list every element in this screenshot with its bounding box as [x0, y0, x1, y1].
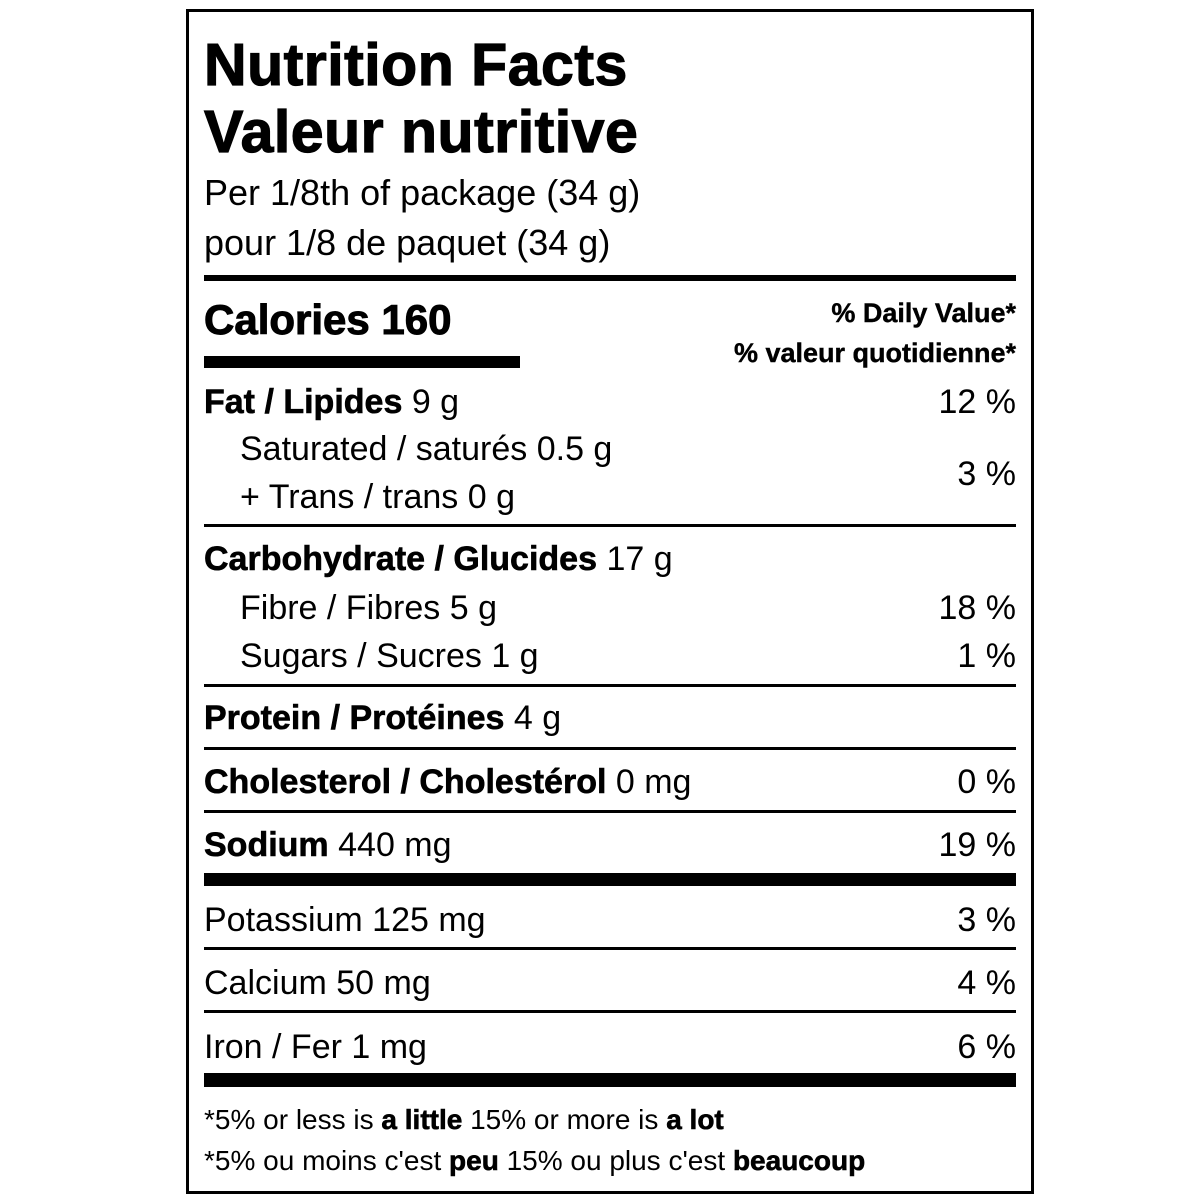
- divider: [204, 810, 1016, 813]
- protein-amount: 4 g: [513, 699, 562, 737]
- trans-row: + Trans / trans 0 g: [240, 478, 515, 516]
- potassium-row: Potassium 125 mg: [204, 901, 486, 939]
- iron-dv: 6 %: [957, 1028, 1016, 1066]
- serving-size-fr: pour 1/8 de paquet (34 g): [204, 222, 611, 263]
- fat-dv: 12 %: [938, 383, 1017, 421]
- footnote-fr: *5% ou moins c'est peu 15% ou plus c'est…: [204, 1145, 866, 1176]
- divider: [204, 947, 1016, 950]
- thick-divider: [204, 275, 1016, 281]
- cholesterol-dv: 0 %: [957, 763, 1016, 801]
- fat-amount: 9 g: [411, 383, 460, 421]
- fat-row: Fat / Lipides 9 g: [204, 383, 460, 421]
- thick-divider: [204, 1073, 1016, 1087]
- carb-label: Carbohydrate / Glucides: [204, 540, 598, 578]
- divider: [204, 747, 1016, 750]
- protein-row: Protein / Protéines 4 g: [204, 699, 562, 737]
- thick-divider: [204, 873, 1016, 886]
- footnote-en: *5% or less is a little 15% or more is a…: [204, 1104, 724, 1135]
- calories-underline: [204, 356, 520, 368]
- cholesterol-label: Cholesterol / Cholestérol: [204, 763, 607, 801]
- carb-amount: 17 g: [606, 540, 673, 578]
- divider: [204, 524, 1016, 527]
- sodium-label: Sodium: [204, 826, 329, 864]
- iron-row: Iron / Fer 1 mg: [204, 1028, 427, 1066]
- potassium-dv: 3 %: [957, 901, 1016, 939]
- divider: [204, 684, 1016, 687]
- daily-value-header-en: % Daily Value*: [831, 298, 1016, 328]
- title-fr: Valeur nutritive: [203, 99, 639, 165]
- serving-size-en: Per 1/8th of package (34 g): [204, 172, 641, 213]
- cholesterol-amount: 0 mg: [615, 763, 692, 801]
- divider: [204, 1010, 1016, 1013]
- calories: Calories 160: [204, 296, 452, 343]
- sugars-dv: 1 %: [957, 637, 1016, 675]
- calcium-dv: 4 %: [957, 964, 1016, 1002]
- title-en: Nutrition Facts: [203, 32, 628, 98]
- nutrition-facts-panel: [186, 9, 1034, 1194]
- protein-label: Protein / Protéines: [204, 699, 505, 737]
- fibre-row: Fibre / Fibres 5 g: [240, 589, 497, 627]
- calcium-row: Calcium 50 mg: [204, 964, 431, 1002]
- sodium-amount: 440 mg: [338, 826, 452, 864]
- cholesterol-row: Cholesterol / Cholestérol 0 mg: [204, 763, 692, 801]
- carbohydrate-row: Carbohydrate / Glucides 17 g: [204, 540, 673, 578]
- sodium-row: Sodium 440 mg: [204, 826, 452, 864]
- sat-trans-dv: 3 %: [957, 455, 1016, 493]
- fibre-dv: 18 %: [938, 589, 1017, 627]
- fat-label: Fat / Lipides: [204, 383, 403, 421]
- saturated-row: Saturated / saturés 0.5 g: [240, 430, 613, 468]
- sodium-dv: 19 %: [938, 826, 1017, 864]
- daily-value-header-fr: % valeur quotidienne*: [733, 338, 1016, 368]
- sugars-row: Sugars / Sucres 1 g: [240, 637, 539, 675]
